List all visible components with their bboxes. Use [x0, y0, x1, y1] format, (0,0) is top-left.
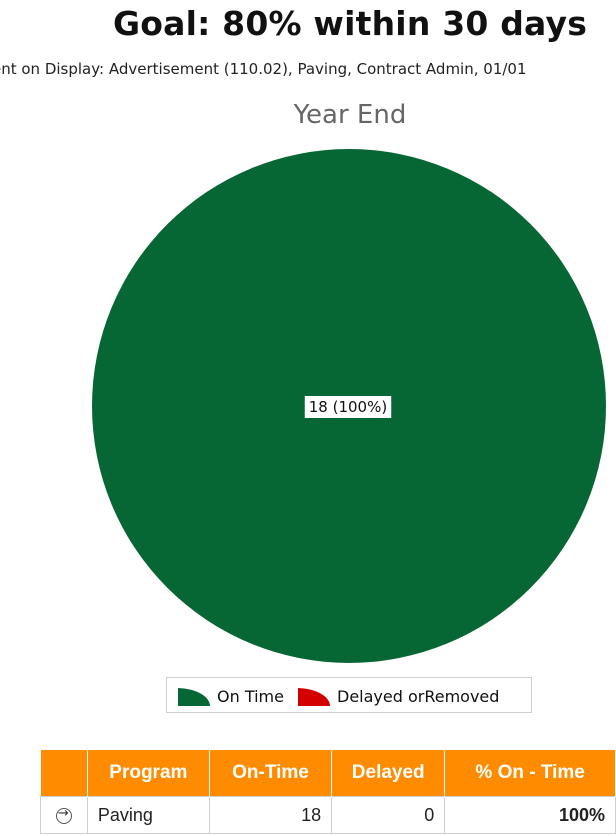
table-row: Paving 18 0 100% — [40, 796, 616, 834]
row-expand-cell — [40, 796, 88, 834]
program-table: Program On-Time Delayed % On - Time Pavi… — [40, 750, 616, 834]
legend-label-on-time: On Time — [217, 686, 284, 706]
column-header-on-time[interactable]: On-Time — [209, 750, 333, 797]
column-header-program[interactable]: Program — [87, 750, 210, 797]
cell-on-time: 18 — [208, 796, 333, 834]
legend-swatch-on-time — [178, 688, 211, 706]
expand-arrow-icon[interactable] — [55, 806, 72, 824]
data-label-background — [304, 396, 392, 418]
legend-label-delayed: Delayed orRemoved — [337, 686, 500, 706]
chart-legend: On Time Delayed orRemoved — [166, 677, 532, 713]
legend-swatch-delayed — [298, 688, 331, 706]
page-title: Goal: 80% within 30 days — [112, 4, 588, 43]
table-header-row: Program On-Time Delayed % On - Time — [40, 750, 616, 797]
column-header-percent-on-time[interactable]: % On - Time — [444, 750, 616, 797]
legend-item-on-time[interactable]: On Time — [175, 685, 284, 707]
chart-title: Year End — [293, 100, 407, 130]
expander-column-header — [40, 750, 88, 797]
report-subtitle: ent on Display: Advertisement (110.02), … — [0, 60, 527, 78]
cell-delayed: 0 — [331, 796, 446, 834]
cell-percent-on-time: 100% — [444, 796, 616, 834]
data-label-on-time: 18 (100%) — [304, 396, 392, 418]
data-label-text: 18 (100%) — [309, 398, 387, 416]
legend-item-delayed[interactable]: Delayed orRemoved — [295, 685, 499, 707]
pie-chart: 18 (100%) — [92, 149, 606, 663]
cell-program: Paving — [86, 796, 210, 834]
column-header-delayed[interactable]: Delayed — [331, 750, 446, 797]
